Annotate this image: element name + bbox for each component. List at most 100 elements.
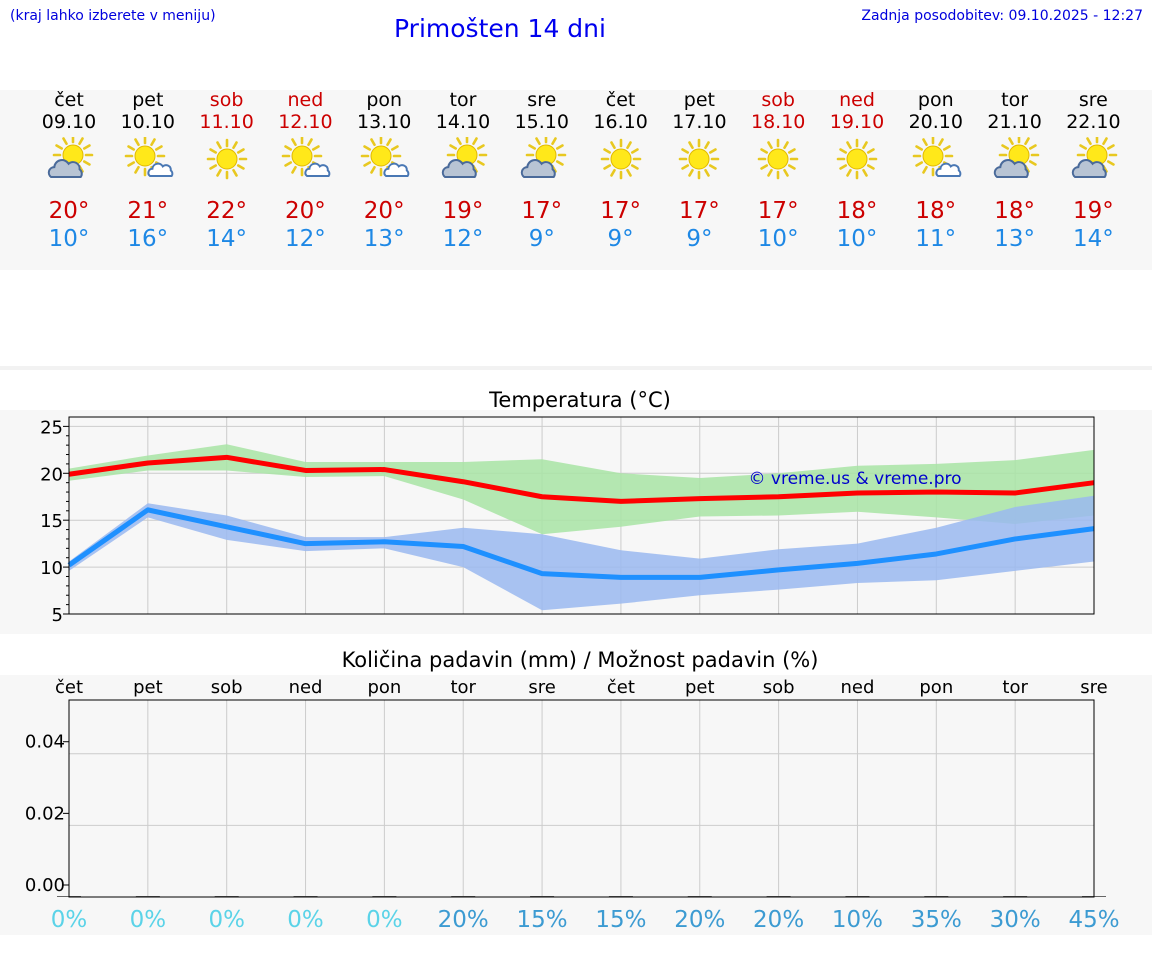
day-column: pon 13.10 20° 13° [344, 89, 424, 253]
temp-max: 22° [206, 198, 247, 224]
day-column: sre 22.10 19° 14° [1053, 89, 1133, 253]
day-date: 17.10 [672, 111, 727, 133]
day-date: 20.10 [908, 111, 963, 133]
temp-min: 14° [206, 226, 247, 252]
temp-max: 20° [285, 198, 326, 224]
plot-frame [68, 416, 1095, 615]
day-column: tor 21.10 18° 13° [975, 89, 1055, 253]
x-day-label: čet [607, 677, 635, 698]
day-date: 22.10 [1066, 111, 1121, 133]
x-day-label: sob [763, 677, 795, 698]
day-column: pon 20.10 18° 11° [896, 89, 976, 253]
day-column: čet 16.10 17° 9° [581, 89, 661, 253]
precip-probability: 10% [832, 907, 883, 933]
temp-max: 19° [442, 198, 484, 224]
temp-min: 12° [442, 226, 484, 252]
precip-probability: 0% [287, 907, 324, 933]
sun-small-cloud-icon [912, 137, 962, 177]
sun-cloud-icon [47, 137, 94, 178]
sun-icon [206, 138, 247, 180]
plot-area [69, 700, 1094, 897]
sun-cloud-icon [1072, 137, 1118, 178]
x-day-label: ned [841, 677, 875, 698]
temp-max: 17° [600, 198, 641, 224]
temp-min: 11° [915, 226, 957, 252]
day-date: 15.10 [514, 111, 569, 133]
temp-chart-title: Temperatura (°C) [489, 388, 671, 412]
precip-probability: 35% [911, 907, 962, 933]
day-name: sob [761, 89, 795, 111]
y-tick-label: 0.02 [25, 803, 65, 824]
band-max_range [69, 444, 1094, 535]
sun-small-cloud-icon [360, 137, 410, 177]
day-date: 19.10 [829, 111, 885, 133]
sun-small-cloud-icon [124, 137, 174, 177]
x-day-label: tor [1002, 677, 1028, 698]
day-column: sob 18.10 17° 10° [738, 89, 818, 253]
day-date: 14.10 [435, 111, 491, 133]
day-column: pet 10.10 21° 16° [108, 89, 188, 253]
day-column: sob 11.10 22° 14° [187, 89, 267, 253]
sun-icon [679, 138, 720, 180]
precip-probability: 0% [366, 907, 403, 933]
x-day-label: pet [133, 677, 163, 698]
day-date: 11.10 [199, 111, 254, 133]
forecast-band [0, 90, 1152, 270]
day-name: pet [132, 89, 164, 111]
day-column: čet 09.10 20° 10° [29, 89, 109, 253]
precip-probability: 15% [517, 907, 568, 933]
location-hint: (kraj lahko izberete v meniju) [10, 8, 216, 24]
temp-max: 17° [679, 198, 720, 224]
day-column: ned 19.10 18° 10° [817, 89, 897, 253]
day-date: 21.10 [987, 111, 1042, 133]
sun-cloud-icon [441, 137, 488, 178]
day-name: tor [1001, 89, 1029, 111]
day-date: 12.10 [278, 111, 333, 133]
temp-min: 10° [836, 226, 878, 252]
temp-min: 12° [285, 226, 326, 252]
day-name: sre [527, 89, 557, 111]
precip-chart-title: Količina padavin (mm) / Možnost padavin … [341, 648, 819, 672]
precip-probability: 20% [438, 907, 489, 933]
temp-max: 19° [1073, 198, 1114, 224]
day-column: tor 14.10 19° 12° [423, 89, 503, 253]
temp-max: 20° [363, 198, 405, 224]
temperature-chart: 5 10 15 20 25 © vreme.us & vreme.pro [40, 416, 1095, 626]
precip-probability: 0% [130, 907, 167, 933]
temp-min: 9° [607, 226, 634, 252]
precip-probability: 45% [1068, 907, 1119, 933]
temp-min: 9° [528, 226, 555, 252]
y-tick-label: 25 [40, 417, 63, 438]
series-min-line [67, 507, 1095, 580]
temp-max: 18° [836, 198, 878, 224]
series-max-line [68, 454, 1095, 504]
day-name: pon [366, 89, 403, 111]
temp-min: 10° [48, 226, 90, 252]
sun-icon [600, 138, 641, 180]
temp-max: 20° [48, 198, 90, 224]
day-date: 10.10 [120, 111, 175, 133]
y-tick-label: 5 [52, 605, 63, 626]
day-column: sre 15.10 17° 9° [502, 89, 582, 253]
x-day-label: pon [919, 677, 953, 698]
x-day-label: tor [450, 677, 476, 698]
temp-min: 16° [127, 226, 169, 252]
x-day-label: sre [1080, 677, 1107, 698]
y-tick-label: 15 [40, 511, 63, 532]
day-name: pet [683, 89, 715, 111]
temp-min: 13° [994, 226, 1035, 252]
watermark: © vreme.us & vreme.pro [748, 469, 961, 489]
band-min_range [69, 495, 1094, 611]
temp-max: 21° [127, 198, 169, 224]
temp-min: 13° [363, 226, 405, 252]
day-date: 16.10 [593, 111, 648, 133]
precip-probability: 20% [674, 907, 725, 933]
separator [0, 366, 1152, 370]
day-name: sob [209, 89, 244, 111]
x-day-label: pet [685, 677, 715, 698]
y-tick-label: 20 [40, 464, 63, 485]
day-name: pon [917, 89, 954, 111]
day-date: 18.10 [750, 111, 806, 133]
plot-frame [68, 699, 1095, 898]
temp-min: 14° [1073, 226, 1114, 252]
